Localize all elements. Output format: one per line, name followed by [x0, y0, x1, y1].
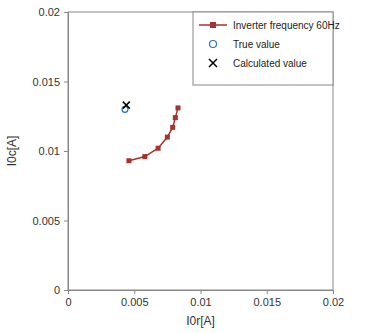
- tick-label: 0: [65, 296, 71, 308]
- tick-mark: [134, 290, 135, 294]
- point: [142, 154, 147, 159]
- y-axis: 0 0.005 0.01 0.015 0.02: [32, 6, 68, 296]
- legend-entry: True value: [210, 39, 281, 50]
- tick-mark: [64, 151, 68, 152]
- legend-entry: Calculated value: [209, 58, 307, 69]
- legend-label: Calculated value: [233, 58, 307, 69]
- tick: 0: [54, 284, 68, 296]
- tick-label: 0.02: [323, 296, 344, 308]
- tick-label: 0: [54, 284, 60, 296]
- legend-marker: [209, 59, 217, 67]
- x-axis: 0 0.005 0.01 0.015 0.02: [65, 290, 344, 308]
- tick-mark: [64, 290, 68, 291]
- y-axis-line: [64, 13, 69, 291]
- legend-marker: [210, 41, 217, 48]
- tick: 0.01: [39, 145, 68, 157]
- tick-mark: [333, 290, 334, 294]
- tick: 0.02: [39, 6, 68, 18]
- tick-label: 0.005: [121, 296, 149, 308]
- tick-mark: [64, 221, 68, 222]
- tick-mark: [64, 12, 68, 13]
- legend-label: Inverter frequency 60Hz: [233, 20, 340, 31]
- tick-label: 0.02: [39, 6, 60, 18]
- tick: 0: [65, 290, 71, 308]
- chart: 0 0.005 0.01 0.015 0.02 0 0.005 0.01 0.015 0.02 I0…: [0, 0, 387, 333]
- legend-label: True value: [233, 39, 280, 50]
- line: [129, 108, 178, 161]
- tick: 0.005: [32, 215, 68, 227]
- legend-entry: Inverter frequency 60Hz: [199, 20, 340, 31]
- tick-label: 0.01: [39, 145, 60, 157]
- legend: Inverter frequency 60Hz True value Calcula…: [193, 12, 340, 85]
- point: [173, 115, 178, 120]
- tick: 0.015: [32, 76, 68, 88]
- point: [126, 158, 131, 163]
- series: [123, 102, 130, 109]
- tick: 0.005: [121, 290, 149, 308]
- point: [170, 125, 175, 130]
- series: [126, 105, 180, 163]
- tick-label: 0.01: [190, 296, 211, 308]
- x-axis-line: [69, 291, 334, 295]
- point: [175, 105, 180, 110]
- tick-mark: [64, 82, 68, 83]
- x-axis-title: I0r[A]: [186, 314, 215, 328]
- legend-marker: [210, 22, 216, 28]
- tick-label: 0.015: [253, 296, 281, 308]
- tick-mark: [267, 290, 268, 294]
- point: [165, 135, 170, 140]
- plot: 0 0.005 0.01 0.015 0.02 0 0.005 0.01 0.015 0.02: [32, 6, 344, 308]
- marks: [122, 102, 181, 164]
- point: [156, 146, 161, 151]
- tick-label: 0.005: [32, 215, 60, 227]
- point: [123, 102, 130, 109]
- tick: 0.015: [253, 290, 281, 308]
- tick-mark: [201, 290, 202, 294]
- plot-frame: [68, 12, 333, 290]
- tick-label: 0.015: [32, 76, 60, 88]
- y-axis-title: I0c[A]: [5, 136, 19, 167]
- tick: 0.02: [323, 290, 344, 308]
- tick: 0.01: [190, 290, 211, 308]
